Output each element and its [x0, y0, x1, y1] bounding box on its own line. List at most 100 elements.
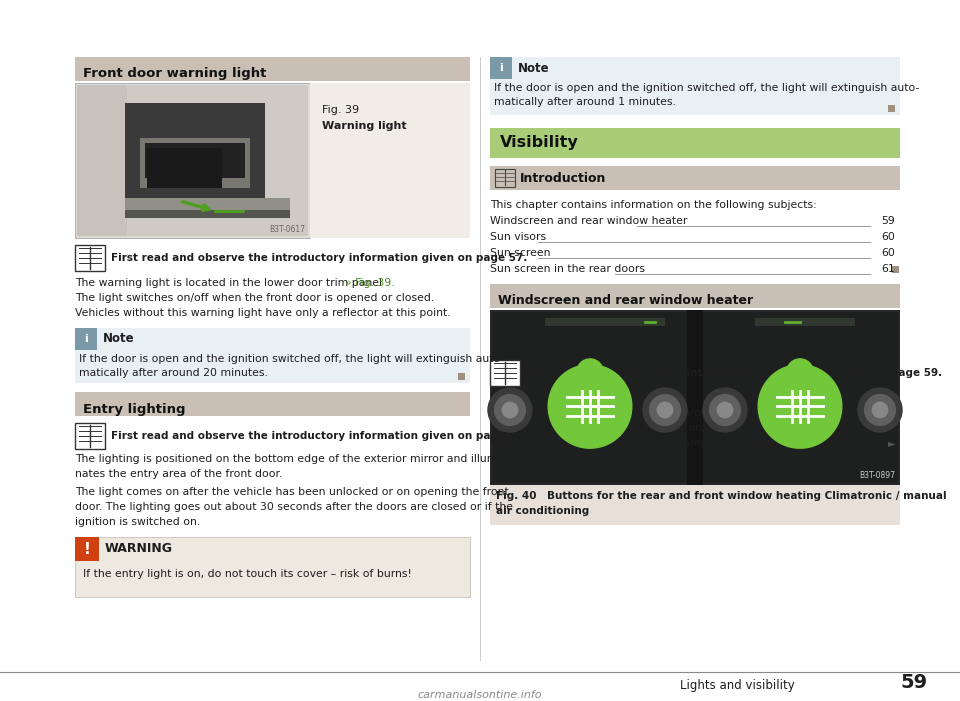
Text: matically after around 20 minutes.: matically after around 20 minutes.: [79, 368, 268, 378]
Bar: [140, 138, 250, 188]
Bar: [490, 128, 900, 158]
Text: The light switches on/off when the front door is opened or closed.: The light switches on/off when the front…: [75, 293, 434, 303]
Text: nates the entry area of the front door.: nates the entry area of the front door.: [75, 469, 282, 479]
Text: Vehicles without this warning light have only a reflector at this point.: Vehicles without this warning light have…: [75, 308, 450, 318]
Bar: [147, 148, 222, 188]
Circle shape: [494, 395, 525, 426]
Text: ignition is switched on.: ignition is switched on.: [75, 517, 201, 527]
Text: Switching the windscreen heater on/off: Switching the windscreen heater on/off: [506, 423, 720, 433]
Circle shape: [786, 359, 813, 386]
Bar: [75, 392, 470, 416]
Bar: [490, 310, 900, 485]
Text: carmanualsontine.info: carmanualsontine.info: [418, 690, 542, 700]
Text: The light comes on after the vehicle has been unlocked or on opening the front: The light comes on after the vehicle has…: [75, 487, 509, 497]
Text: Explanation of graphic: Explanation of graphic: [490, 393, 612, 403]
Circle shape: [643, 388, 687, 432]
Text: First read and observe the introductory information given on page 59.: First read and observe the introductory …: [526, 368, 942, 378]
Text: WARNING: WARNING: [105, 543, 173, 555]
Text: Sun screen in the rear doors: Sun screen in the rear doors: [490, 264, 645, 274]
Text: If the entry light is on, do not touch its cover – risk of burns!: If the entry light is on, do not touch i…: [83, 569, 412, 579]
Bar: [490, 360, 520, 386]
Circle shape: [858, 388, 902, 432]
Text: 61: 61: [881, 264, 895, 274]
Text: The lighting is positioned on the bottom edge of the exterior mirror and illumi-: The lighting is positioned on the bottom…: [75, 454, 504, 464]
Bar: [490, 166, 900, 190]
Text: B3T-0617: B3T-0617: [269, 225, 305, 234]
Text: 59: 59: [881, 216, 895, 226]
Bar: [492, 312, 687, 483]
Bar: [545, 318, 665, 326]
Text: Entry lighting: Entry lighting: [83, 402, 185, 416]
Text: ►: ►: [887, 438, 895, 448]
Bar: [77, 85, 308, 236]
Bar: [75, 57, 470, 81]
Bar: [490, 57, 900, 115]
Text: Note: Note: [103, 332, 134, 346]
Text: Windscreen and rear window heater: Windscreen and rear window heater: [490, 216, 687, 226]
Bar: [75, 537, 99, 561]
Text: Switch the rear window heater on/off: Switch the rear window heater on/off: [506, 408, 708, 418]
Circle shape: [502, 402, 517, 418]
Text: If the door is open and the ignition switched off, the light will extinguish aut: If the door is open and the ignition swi…: [494, 83, 920, 93]
Circle shape: [548, 365, 632, 448]
Text: If the door is open and the ignition switched off, the light will extinguish aut: If the door is open and the ignition swi…: [79, 354, 504, 364]
Text: ⨍: ⨍: [490, 423, 495, 433]
Bar: [310, 83, 470, 238]
Text: i: i: [84, 334, 88, 344]
Bar: [125, 198, 290, 210]
Text: Visibility: Visibility: [500, 135, 579, 151]
Bar: [75, 83, 310, 238]
Circle shape: [658, 402, 673, 418]
Bar: [490, 284, 900, 308]
Text: This chapter contains information on the following subjects:: This chapter contains information on the…: [490, 200, 817, 210]
Bar: [145, 143, 245, 178]
Text: First read and observe the introductory information given on page 57.: First read and observe the introductory …: [111, 431, 527, 441]
Text: Note: Note: [518, 62, 550, 74]
Text: Front door warning light: Front door warning light: [83, 67, 266, 81]
Text: Sun screen: Sun screen: [490, 248, 550, 258]
Circle shape: [758, 365, 842, 448]
Text: Fig. 40  Buttons for the rear and front window heating Climatronic / manual: Fig. 40 Buttons for the rear and front w…: [496, 491, 947, 501]
Bar: [75, 245, 105, 271]
Bar: [495, 169, 515, 187]
Bar: [755, 318, 855, 326]
Bar: [125, 210, 290, 218]
Circle shape: [488, 388, 532, 432]
Bar: [458, 373, 465, 380]
Text: Lights and visibility: Lights and visibility: [680, 679, 795, 693]
Text: air conditioning: air conditioning: [496, 506, 589, 516]
Bar: [703, 312, 898, 483]
Text: Windscreen and rear window heater: Windscreen and rear window heater: [498, 294, 754, 308]
Circle shape: [650, 395, 681, 426]
Text: !: !: [84, 541, 90, 557]
Circle shape: [577, 359, 603, 386]
Bar: [75, 328, 97, 350]
Bar: [77, 85, 127, 236]
Text: » Fig. 39.: » Fig. 39.: [345, 278, 395, 288]
Text: matically after around 1 minutes.: matically after around 1 minutes.: [494, 97, 676, 107]
Circle shape: [703, 388, 747, 432]
Bar: [490, 485, 900, 525]
Text: door. The lighting goes out about 30 seconds after the doors are closed or if th: door. The lighting goes out about 30 sec…: [75, 502, 513, 512]
Bar: [490, 57, 512, 79]
Bar: [892, 266, 899, 273]
Text: 60: 60: [881, 248, 895, 258]
Bar: [888, 105, 895, 112]
Text: i: i: [499, 63, 503, 73]
Bar: [687, 310, 703, 485]
Text: ⎘: ⎘: [490, 408, 496, 418]
Text: When the heater is switched on, a lamp lights up inside the button.: When the heater is switched on, a lamp l…: [490, 438, 858, 448]
Text: The warning light is located in the lower door trim panel: The warning light is located in the lowe…: [75, 278, 386, 288]
Bar: [75, 537, 470, 597]
Circle shape: [709, 395, 740, 426]
Text: First read and observe the introductory information given on page 57.: First read and observe the introductory …: [111, 253, 527, 263]
Text: 59: 59: [900, 672, 927, 691]
Text: 60: 60: [881, 232, 895, 242]
Text: Fig. 39: Fig. 39: [322, 105, 359, 115]
Text: Sun visors: Sun visors: [490, 232, 546, 242]
Bar: [75, 423, 105, 449]
Text: Introduction: Introduction: [520, 172, 607, 184]
Circle shape: [865, 395, 896, 426]
Circle shape: [717, 402, 732, 418]
Text: B3T-0897: B3T-0897: [859, 471, 895, 480]
